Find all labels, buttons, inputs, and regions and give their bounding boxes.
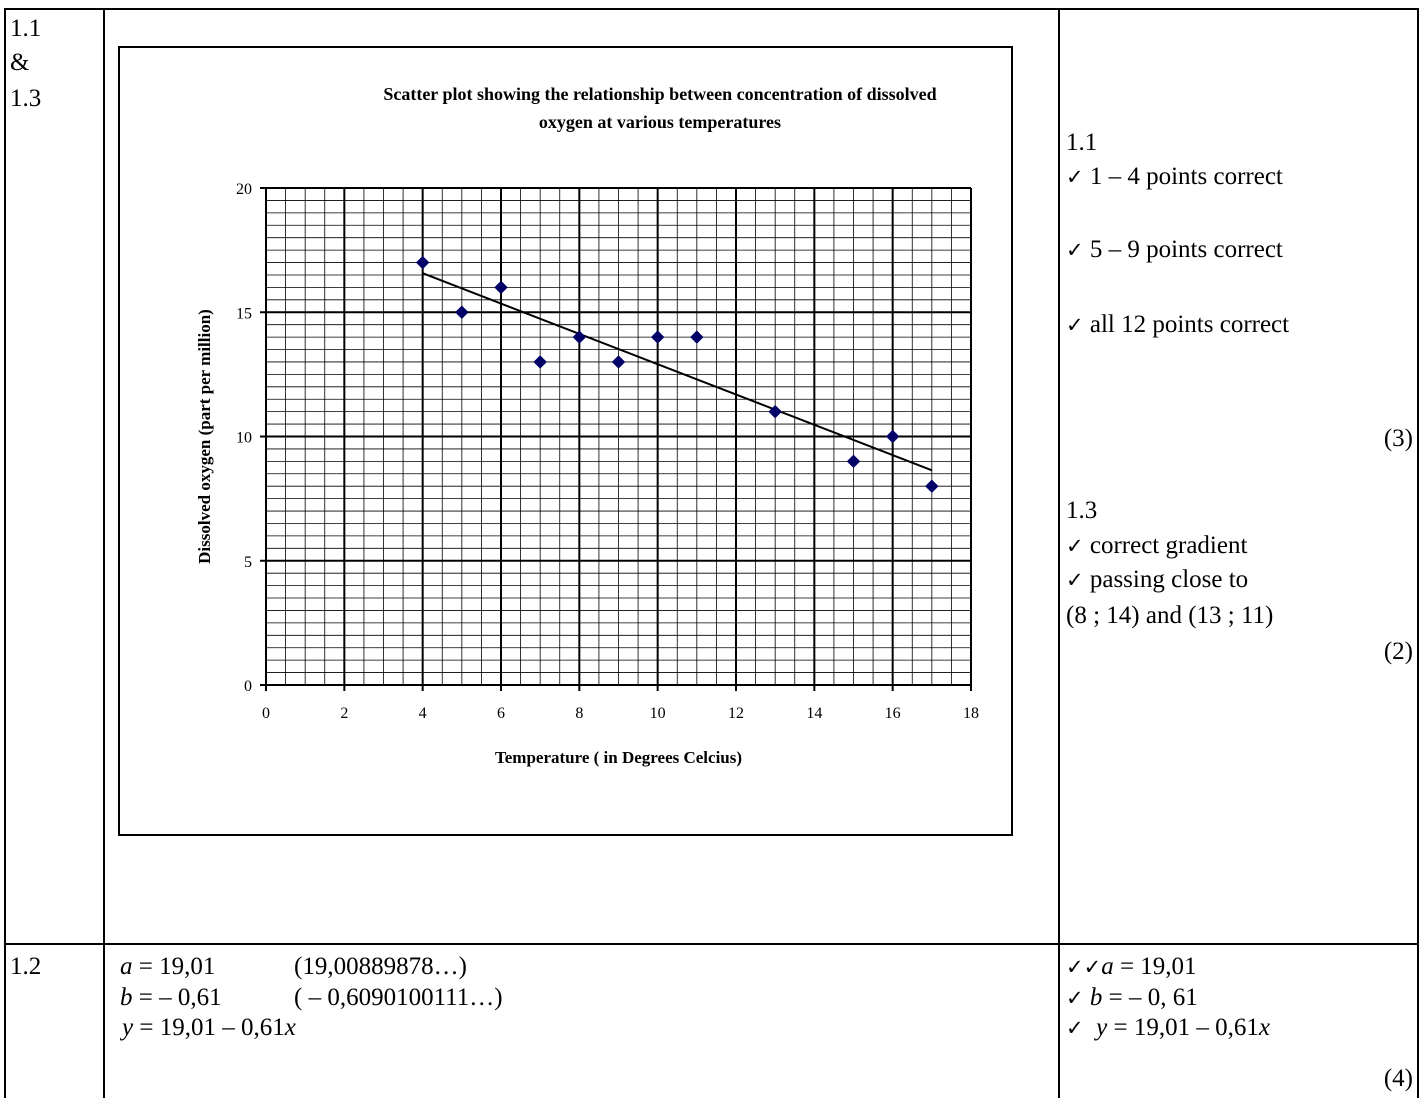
check-icon: ✓ [1066, 534, 1084, 558]
marks-value-b: = – 0, 61 [1102, 984, 1198, 1011]
marks-value-a: = 19,01 [1113, 953, 1197, 980]
table-border-top [4, 8, 1419, 10]
marks-var-a: a [1101, 953, 1114, 980]
data-point [415, 255, 430, 270]
table-row-divider [4, 943, 1419, 945]
marks-var-y: y [1096, 1014, 1108, 1041]
data-point [455, 305, 469, 319]
marks-q11-heading: 1.1 [1066, 129, 1098, 156]
question-number-1-3: 1.3 [10, 85, 42, 112]
answer-var-a: a [120, 953, 133, 980]
answer-value-b: = – 0,61 [132, 984, 222, 1011]
data-point [611, 355, 626, 369]
trendline [422, 272, 933, 472]
marks-q11-item-3-text: all 12 points correct [1089, 311, 1290, 338]
check-icon: ✓✓ [1066, 955, 1102, 979]
x-tick-label: 16 [885, 705, 901, 722]
question-number-1-2: 1.2 [10, 953, 42, 980]
data-point [846, 454, 861, 469]
answer-value-y: = 19,01 – 0,61 [133, 1014, 285, 1041]
x-tick-label: 14 [806, 705, 822, 722]
marks-q13-item-1: ✓ correct gradient [1066, 531, 1247, 561]
answer-var-b: b [120, 984, 133, 1011]
marks-q12-item-a: ✓✓a = 19,01 [1066, 952, 1197, 982]
data-point [572, 330, 587, 344]
check-icon: ✓ [1066, 238, 1084, 262]
answer-value-a: = 19,01 [132, 953, 216, 980]
y-tick-label: 10 [236, 430, 252, 447]
marks-q12-item-y: ✓ y = 19,01 – 0,61x [1066, 1013, 1270, 1043]
x-tick-label: 6 [497, 705, 505, 722]
marks-q11-item-3: ✓ all 12 points correct [1066, 310, 1289, 340]
marks-q11-item-2-text: 5 – 9 points correct [1089, 236, 1283, 263]
x-tick-label: 10 [650, 705, 666, 722]
chart-title-line: oxygen at various temperatures [539, 112, 781, 132]
marks-q13-item-2: ✓ passing close to [1066, 565, 1248, 595]
x-tick-label: 12 [728, 705, 744, 722]
y-tick-label: 20 [236, 181, 252, 198]
data-point [885, 429, 900, 444]
check-icon: ✓ [1066, 313, 1084, 337]
marks-q11-total: (3) [1383, 425, 1413, 452]
marks-var-x: x [1258, 1014, 1270, 1041]
marks-q11-item-1-text: 1 – 4 points correct [1089, 163, 1283, 190]
marks-q13-item-2-text: passing close to [1089, 566, 1249, 593]
table-border-left [4, 8, 6, 1098]
marks-var-b: b [1089, 984, 1103, 1011]
check-icon: ✓ [1066, 165, 1084, 189]
data-point [650, 330, 665, 344]
marks-q13-continuation: (8 ; 14) and (13 ; 11) [1066, 602, 1274, 629]
marks-q12-item-b: ✓ b = – 0, 61 [1066, 983, 1198, 1013]
y-tick-label: 5 [244, 554, 252, 571]
marks-q13-heading: 1.3 [1066, 497, 1098, 524]
x-axis-label: Temperature ( in Degrees Celcius) [495, 748, 742, 767]
marks-q11-item-1: ✓ 1 – 4 points correct [1066, 162, 1283, 192]
data-point [768, 404, 782, 419]
marks-q13-total: (2) [1383, 638, 1413, 665]
x-tick-label: 8 [575, 705, 583, 722]
chart-title-line: Scatter plot showing the relationship be… [383, 84, 936, 104]
answer-var-x: x [284, 1014, 296, 1041]
data-point [690, 330, 704, 344]
y-tick-label: 0 [244, 678, 252, 695]
answer-line-b: b = – 0,61 [120, 983, 222, 1012]
answer-var-y: y [122, 1014, 134, 1041]
check-icon: ✓ [1066, 568, 1084, 592]
y-tick-label: 15 [236, 305, 252, 322]
x-tick-label: 2 [340, 705, 348, 722]
x-tick-label: 4 [419, 705, 427, 722]
table-border-right [1417, 8, 1419, 1098]
answer-line-y: y = 19,01 – 0,61x [122, 1013, 296, 1042]
question-number-ampersand: & [10, 49, 30, 76]
data-point [533, 355, 547, 369]
table-column-divider-1 [103, 8, 105, 1098]
answer-note-b: ( – 0,6090100111…) [294, 984, 503, 1011]
answer-note-a: (19,00889878…) [294, 953, 467, 980]
check-icon: ✓ [1066, 986, 1084, 1010]
table-column-divider-2 [1058, 8, 1060, 1098]
x-tick-label: 0 [262, 705, 270, 722]
marks-q13-item-1-text: correct gradient [1089, 532, 1248, 559]
marks-value-y: = 19,01 – 0,61 [1107, 1014, 1259, 1041]
scatter-chart-svg: Scatter plot showing the relationship be… [195, 84, 979, 767]
x-tick-label: 18 [963, 705, 979, 722]
marks-q12-total: (4) [1383, 1065, 1413, 1092]
check-icon: ✓ [1066, 1016, 1084, 1040]
answer-line-a: a = 19,01 [120, 952, 215, 981]
question-number-1-1: 1.1 [10, 15, 42, 42]
marks-q11-item-2: ✓ 5 – 9 points correct [1066, 235, 1283, 265]
data-point [925, 479, 939, 493]
y-axis-label: Dissolved oxygen (part per million) [195, 309, 214, 564]
data-point [494, 280, 508, 295]
scatter-chart: Scatter plot showing the relationship be… [118, 46, 1013, 836]
